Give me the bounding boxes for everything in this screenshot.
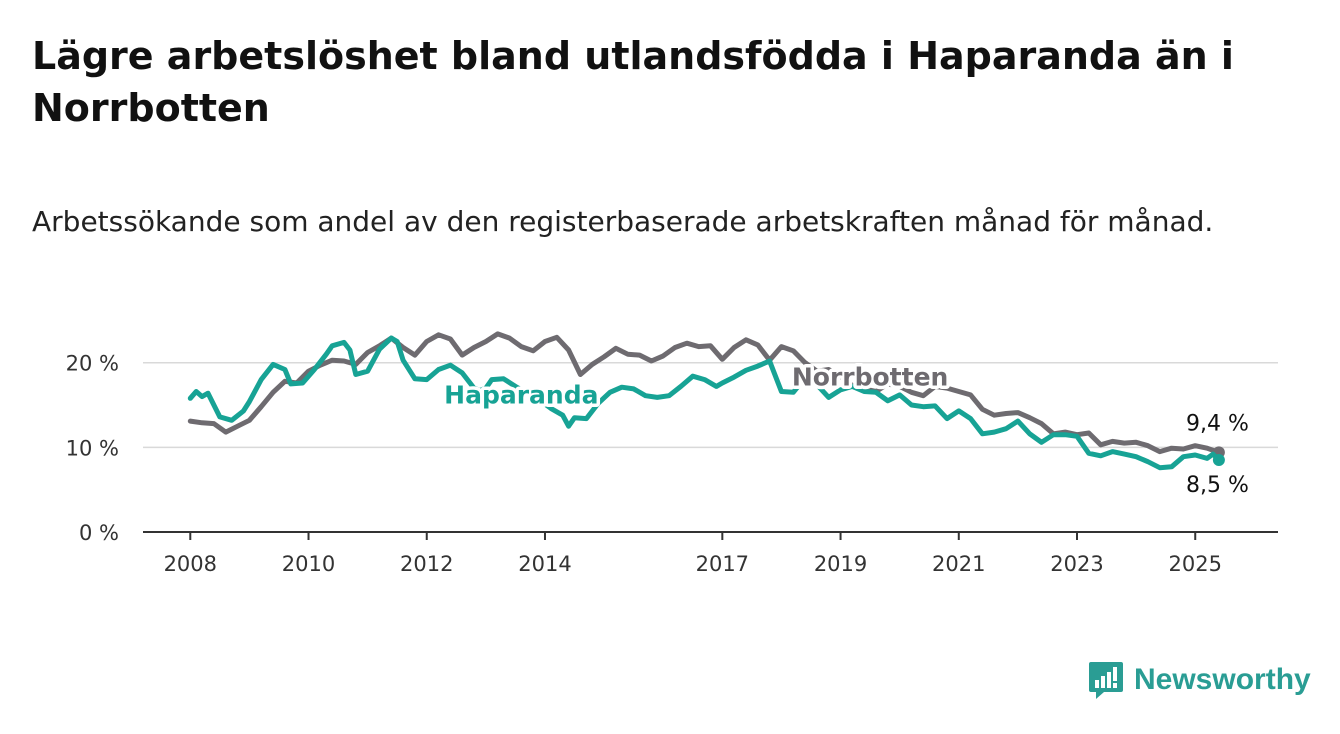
x-tick-label: 2019: [814, 552, 867, 576]
x-tick-label: 2023: [1050, 552, 1103, 576]
y-tick-label: 20 %: [66, 352, 119, 376]
brand-name: Newsworthy: [1134, 663, 1311, 696]
series-annotation-haparanda: Haparanda: [444, 380, 598, 409]
chart-title: Lägre arbetslöshet bland utlandsfödda i …: [32, 34, 1234, 130]
x-tick-label: 2008: [164, 552, 217, 576]
axis-layer: 0 % 10 % 20 % 2008 2010 2012 2014 2017 2019 2021 2…: [66, 352, 1278, 576]
series-layer: [187, 331, 1225, 471]
series-annotation-norrbotten: Norrbotten: [792, 363, 948, 392]
x-tick-label: 2010: [282, 552, 335, 576]
x-tick-label: 2025: [1169, 552, 1222, 576]
x-tick-label: 2014: [518, 552, 571, 576]
x-tick-label: 2017: [696, 552, 749, 576]
y-tick-label: 10 %: [66, 436, 119, 460]
x-tick-label: 2021: [932, 552, 985, 576]
label-layer: 9,4 % 8,5 % Haparanda Norrbotten: [441, 359, 1249, 498]
series-end-point-haparanda: [1212, 454, 1225, 467]
line-chart: 0 % 10 % 20 % 2008 2010 2012 2014 2017 2019 2021 2…: [66, 331, 1278, 576]
newsworthy-logo-icon: [1089, 662, 1123, 699]
x-tick-label: 2012: [400, 552, 453, 576]
y-tick-label: 0 %: [79, 521, 119, 545]
end-value-label-norrbotten: 9,4 %: [1186, 411, 1249, 436]
series-line-norrbotten: [187, 331, 1222, 455]
grid-layer: [143, 361, 1278, 449]
chart-subtitle: Arbetssökande som andel av den registerb…: [32, 205, 1214, 238]
end-value-label-haparanda: 8,5 %: [1186, 473, 1249, 498]
series-line-haparanda: [187, 335, 1222, 471]
newsworthy-logo: Newsworthy: [1088, 660, 1311, 700]
